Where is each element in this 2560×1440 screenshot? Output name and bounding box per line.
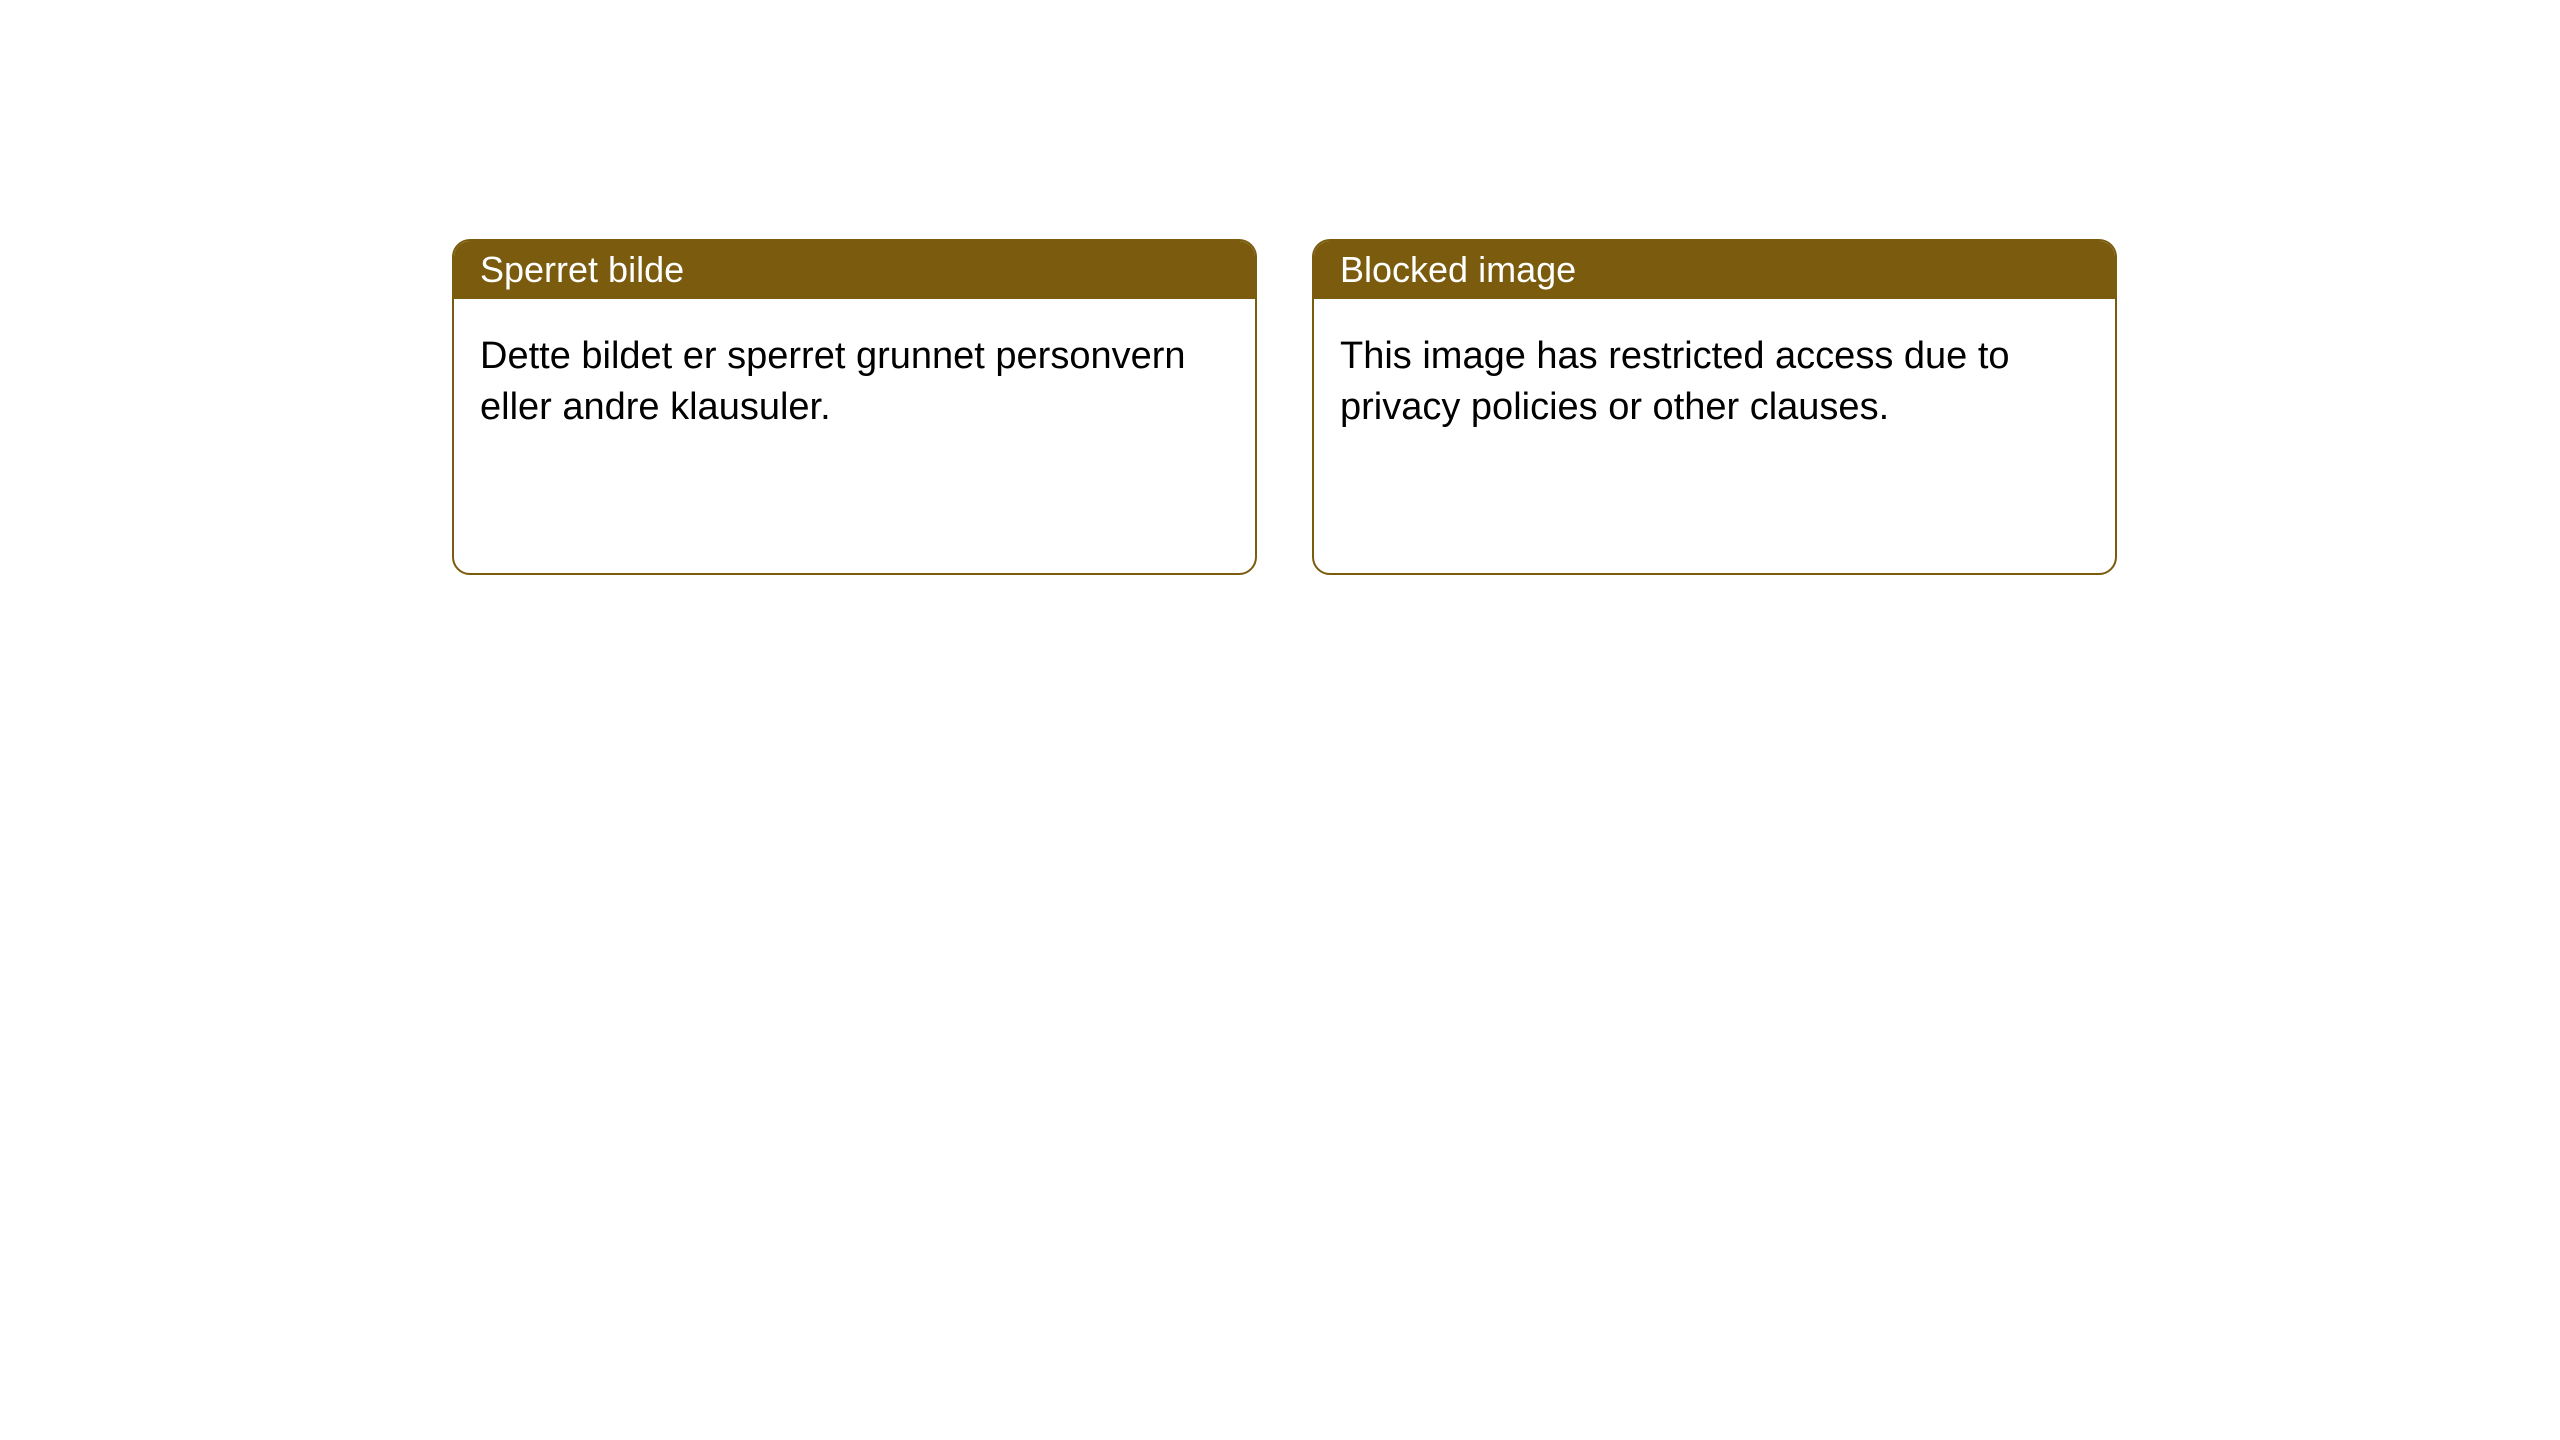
panel-body: This image has restricted access due to … (1314, 299, 2115, 466)
panel-title: Blocked image (1340, 249, 1576, 291)
blocked-image-panel-english: Blocked image This image has restricted … (1312, 239, 2117, 575)
blocked-image-panel-norwegian: Sperret bilde Dette bildet er sperret gr… (452, 239, 1257, 575)
notice-panel-container: Sperret bilde Dette bildet er sperret gr… (452, 239, 2117, 575)
panel-title: Sperret bilde (480, 249, 684, 291)
panel-header: Sperret bilde (454, 241, 1255, 299)
panel-body-text: This image has restricted access due to … (1340, 335, 2010, 428)
panel-header: Blocked image (1314, 241, 2115, 299)
panel-body: Dette bildet er sperret grunnet personve… (454, 299, 1255, 466)
panel-body-text: Dette bildet er sperret grunnet personve… (480, 335, 1186, 428)
